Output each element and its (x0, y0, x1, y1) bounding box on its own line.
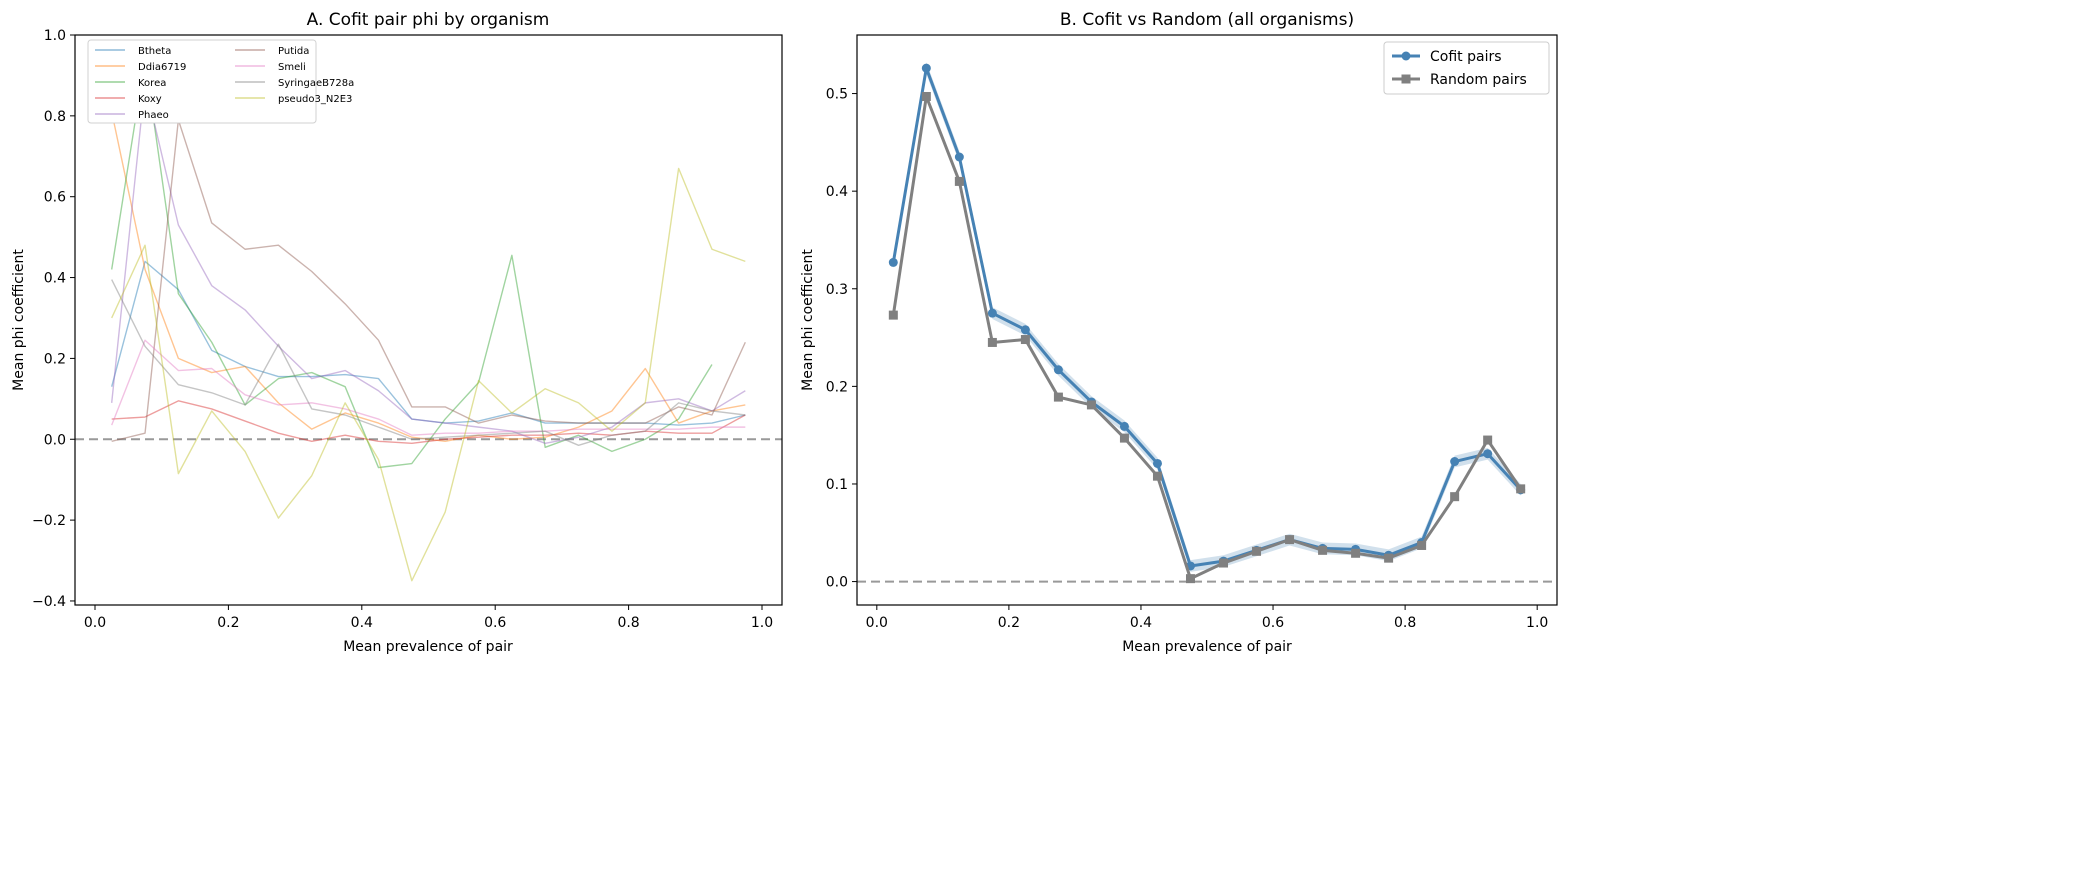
data-point-cofit-pairs (1450, 457, 1460, 467)
y-tick-label: 0.2 (826, 379, 848, 395)
legend-label: Btheta (138, 46, 171, 57)
legend-label: Putida (278, 46, 309, 57)
legend-label: SyringaeB728a (278, 78, 354, 89)
series-line-pseudo3-n2e3 (111, 167, 746, 582)
x-tick-label: 0.4 (1130, 615, 1152, 631)
y-tick-label: 0.2 (44, 351, 66, 367)
data-point-random-pairs (1417, 540, 1427, 550)
legend-marker (1401, 74, 1411, 84)
panel-b-ylabel: Mean phi coefficient (800, 249, 816, 391)
series-line-btheta (111, 260, 746, 426)
y-tick-label: 0.0 (44, 432, 66, 448)
legend-label: Korea (138, 78, 166, 89)
y-tick-label: 1.0 (44, 28, 66, 44)
data-point-cofit-pairs (1053, 365, 1063, 375)
panel-b-xlabel: Mean prevalence of pair (1122, 639, 1292, 655)
y-tick-label: 0.6 (44, 190, 66, 206)
plot-frame (74, 34, 783, 606)
panel-a-xlabel: Mean prevalence of pair (343, 639, 513, 655)
y-tick-label: 0.3 (826, 282, 848, 298)
legend-label: Smeli (278, 62, 306, 73)
x-tick-label: 0.0 (866, 615, 888, 631)
data-point-random-pairs (1152, 471, 1162, 481)
x-tick-label: 1.0 (751, 615, 773, 631)
series-line-syringaeb728a (111, 279, 746, 447)
panel-a-title: A. Cofit pair phi by organism (307, 10, 550, 30)
data-point-random-pairs (1219, 558, 1229, 568)
data-point-cofit-pairs (1152, 458, 1162, 468)
data-point-random-pairs (1516, 484, 1526, 494)
data-point-random-pairs (987, 337, 997, 347)
panel-b: B. Cofit vs Random (all organisms) Mean … (800, 10, 1558, 655)
panel-a-ylabel: Mean phi coefficient (11, 249, 27, 391)
y-tick-label: 0.4 (44, 271, 66, 287)
data-point-random-pairs (921, 91, 931, 101)
y-tick-label: 0.0 (826, 575, 848, 591)
data-point-cofit-pairs (987, 308, 997, 318)
series-line-cofit-pairs (891, 66, 1522, 568)
y-tick-label: 0.4 (826, 184, 848, 200)
panel-a: A. Cofit pair phi by organism Mean preva… (11, 10, 783, 655)
data-point-cofit-pairs (888, 257, 898, 267)
data-point-random-pairs (888, 310, 898, 320)
data-point-cofit-pairs (1483, 449, 1493, 459)
data-point-random-pairs (1252, 546, 1262, 556)
data-point-random-pairs (954, 176, 964, 186)
legend-marker (1401, 51, 1411, 61)
x-tick-label: 0.0 (84, 615, 106, 631)
series-line-koxy (111, 400, 746, 444)
series-line-ddia6719 (110, 111, 746, 442)
data-point-random-pairs (1483, 435, 1493, 445)
legend: Cofit pairs Random pairs (1383, 41, 1550, 95)
x-tick-label: 0.6 (484, 615, 506, 631)
x-tick-label: 0.4 (351, 615, 373, 631)
data-point-random-pairs (1185, 574, 1195, 584)
x-tick-label: 0.8 (617, 615, 639, 631)
data-point-random-pairs (1119, 433, 1129, 443)
data-point-random-pairs (1086, 400, 1096, 410)
legend-box (87, 39, 317, 124)
y-tick-label: −0.2 (32, 513, 66, 529)
series-line-smeli (111, 339, 746, 436)
data-point-cofit-pairs (954, 152, 964, 162)
panel-b-title: B. Cofit vs Random (all organisms) (1060, 10, 1354, 30)
series-line-korea (110, 58, 713, 469)
x-tick-label: 0.8 (1394, 615, 1416, 631)
x-tick-label: 0.2 (217, 615, 239, 631)
y-tick-label: 0.1 (826, 477, 848, 493)
data-point-cofit-pairs (1119, 421, 1129, 431)
legend-label: Random pairs (1430, 72, 1527, 88)
series-line-random-pairs (891, 94, 1522, 581)
y-tick-label: 0.8 (44, 109, 66, 125)
y-tick-label: 0.5 (826, 87, 848, 103)
legend: Btheta Ddia6719 Korea Koxy Phaeo Putida Smeli S… (87, 39, 354, 124)
legend-label: Phaeo (138, 110, 169, 121)
data-point-random-pairs (1318, 545, 1328, 555)
data-point-random-pairs (1384, 553, 1394, 563)
plot-frame (856, 34, 1558, 606)
legend-box (1383, 41, 1550, 95)
data-point-random-pairs (1285, 535, 1295, 545)
series-line-phaeo (110, 82, 746, 444)
x-tick-label: 1.0 (1526, 615, 1548, 631)
x-tick-label: 0.6 (1262, 615, 1284, 631)
series-line-putida (111, 119, 746, 442)
data-point-random-pairs (1020, 335, 1030, 345)
x-tick-label: 0.2 (998, 615, 1020, 631)
data-point-cofit-pairs (921, 63, 931, 73)
data-point-random-pairs (1351, 548, 1361, 558)
data-point-cofit-pairs (1020, 325, 1030, 335)
data-point-random-pairs (1450, 492, 1460, 502)
y-tick-label: −0.4 (32, 594, 66, 610)
legend-label: Koxy (138, 94, 162, 105)
legend-label: Ddia6719 (138, 62, 186, 73)
legend-label: pseudo3_N2E3 (278, 94, 352, 105)
data-point-random-pairs (1053, 392, 1063, 402)
legend-label: Cofit pairs (1430, 49, 1502, 65)
